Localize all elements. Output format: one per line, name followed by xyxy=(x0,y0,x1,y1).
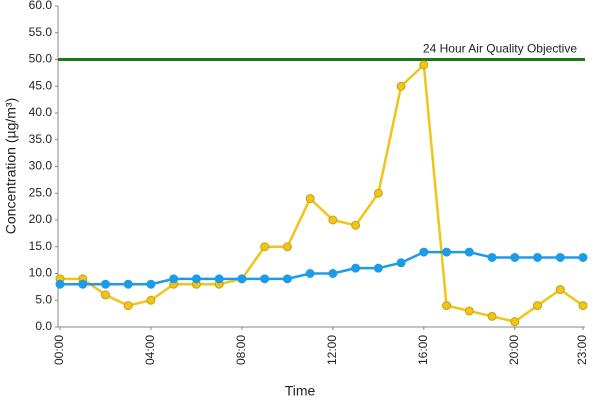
point xyxy=(305,194,315,204)
point xyxy=(419,247,429,257)
point xyxy=(351,220,361,230)
y-tick-label: 25.0 xyxy=(29,185,53,199)
y-tick-label: 55.0 xyxy=(29,25,53,39)
y-tick-label: 40.0 xyxy=(29,105,53,119)
x-tick-label: 23:00 xyxy=(575,335,589,365)
series-line xyxy=(60,250,583,286)
point xyxy=(555,252,565,262)
y-tick-label: 5.0 xyxy=(35,292,52,306)
point xyxy=(123,279,133,289)
point xyxy=(419,60,429,70)
point xyxy=(533,252,543,262)
point xyxy=(146,295,156,305)
point xyxy=(123,301,133,311)
x-tick-label: 12:00 xyxy=(325,335,339,365)
y-tick-label: 60.0 xyxy=(29,0,53,12)
point xyxy=(146,279,156,289)
point xyxy=(464,247,474,257)
point xyxy=(260,274,270,284)
point xyxy=(328,269,338,278)
point xyxy=(533,301,543,311)
point xyxy=(442,301,452,311)
point xyxy=(510,317,520,327)
x-tick-label: 20:00 xyxy=(507,335,521,365)
point xyxy=(100,279,110,289)
point xyxy=(169,274,179,284)
x-tick-label: 04:00 xyxy=(143,335,157,365)
point xyxy=(100,290,110,300)
objective-label: 24 Hour Air Quality Objective xyxy=(423,42,577,56)
point xyxy=(282,274,292,284)
point xyxy=(510,252,520,262)
y-tick-label: 45.0 xyxy=(29,78,53,92)
point xyxy=(396,81,406,91)
point xyxy=(191,274,201,284)
point xyxy=(578,252,588,262)
y-axis-label: Concentration (µg/m³) xyxy=(3,98,19,234)
x-tick-label: 08:00 xyxy=(234,335,248,365)
point xyxy=(442,247,452,257)
point xyxy=(555,285,565,295)
point xyxy=(578,301,588,311)
point xyxy=(396,258,406,268)
y-tick-label: 15.0 xyxy=(29,239,53,253)
y-tick-label: 30.0 xyxy=(29,159,53,173)
point xyxy=(351,263,361,273)
point xyxy=(78,279,88,289)
point xyxy=(305,269,315,278)
point xyxy=(55,279,65,289)
point xyxy=(282,242,292,252)
y-tick-label: 10.0 xyxy=(29,266,53,280)
point xyxy=(464,306,474,316)
point xyxy=(487,252,497,262)
y-tick-label: 20.0 xyxy=(29,212,53,226)
point xyxy=(237,274,247,284)
x-tick-label: 16:00 xyxy=(416,335,430,365)
y-tick-label: 35.0 xyxy=(29,132,53,146)
point xyxy=(373,188,383,198)
point xyxy=(487,311,497,321)
y-tick-label: 0.0 xyxy=(35,319,52,333)
point xyxy=(214,274,224,284)
y-tick-label: 50.0 xyxy=(29,52,53,66)
point xyxy=(260,242,270,252)
x-tick-label: 00:00 xyxy=(52,335,66,365)
x-axis-label: Time xyxy=(285,383,316,399)
point xyxy=(328,215,338,225)
point xyxy=(373,263,383,273)
